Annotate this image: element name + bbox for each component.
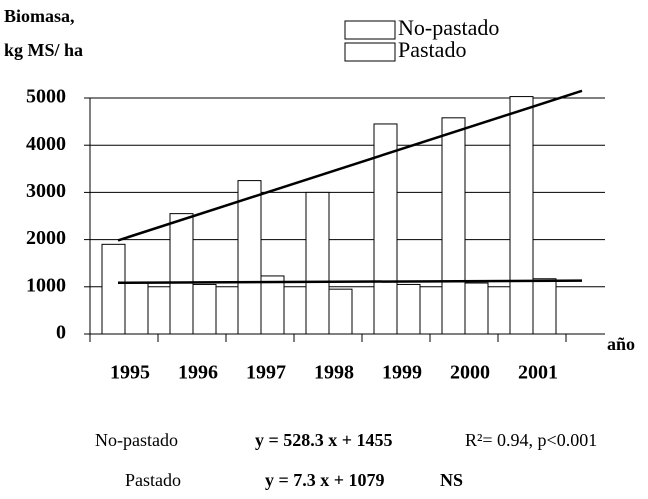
equation-stat: NS: [440, 470, 463, 490]
trend-line: [117, 279, 583, 284]
x-label: año: [607, 334, 635, 354]
trend-line: [117, 89, 583, 242]
bar: [441, 117, 466, 335]
x-tick-label: 1998: [314, 362, 354, 384]
x-tick-label: 2000: [450, 362, 490, 384]
legend-swatch: [344, 20, 396, 40]
equation-stat: R²= 0.94, p<0.001: [465, 430, 597, 450]
bar: [192, 283, 217, 335]
bar: [509, 96, 534, 335]
bar: [169, 213, 194, 335]
equation: y = 7.3 x + 1079: [265, 470, 385, 490]
equation-label: No-pastado: [95, 430, 178, 450]
x-tick-label: 1996: [178, 362, 218, 384]
y-tick-label: 0: [56, 322, 66, 344]
x-tick-label: 1999: [382, 362, 422, 384]
bar: [532, 278, 557, 335]
y-tick-label: 4000: [26, 133, 66, 155]
x-tick-label: 1995: [110, 362, 150, 384]
bar: [328, 288, 353, 335]
bar: [237, 180, 262, 335]
y-label: Biomasa,: [4, 6, 75, 26]
x-tick-label: 1997: [246, 362, 286, 384]
bar: [101, 243, 126, 335]
bar: [305, 191, 330, 335]
y-tick-label: 2000: [26, 227, 66, 249]
y-tick-label: 3000: [26, 180, 66, 202]
x-tick-label: 2001: [518, 362, 558, 384]
bar: [464, 282, 489, 335]
equation: y = 528.3 x + 1455: [255, 430, 393, 450]
bar: [396, 283, 421, 335]
legend-label: No-pastado: [398, 15, 499, 40]
y-label: kg MS/ ha: [4, 40, 83, 60]
y-tick-label: 5000: [26, 86, 66, 108]
legend-swatch: [344, 42, 396, 62]
legend-label: Pastado: [398, 37, 466, 62]
equation-label: Pastado: [125, 470, 181, 490]
bar: [124, 281, 149, 335]
bar: [260, 275, 285, 335]
y-tick-label: 1000: [26, 274, 66, 296]
